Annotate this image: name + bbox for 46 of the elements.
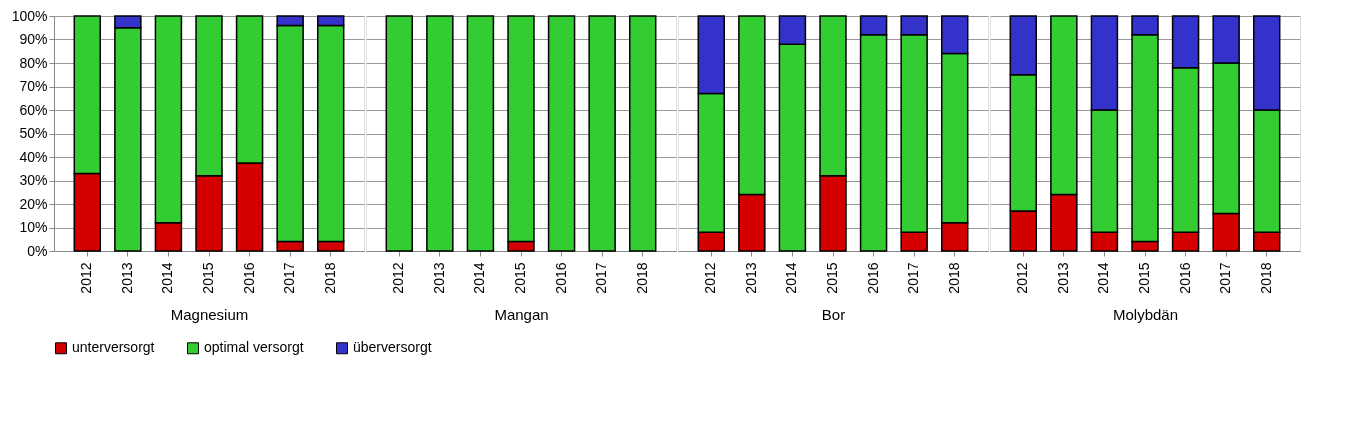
x-axis-title: Molybdän (1112, 305, 1179, 323)
x-tick-label: 2017 (281, 262, 298, 294)
y-tick-label: 80% (19, 54, 48, 71)
x-axis-title: Bor (821, 305, 846, 323)
x-tick-label: 2018 (321, 262, 338, 294)
y-tick-label: 50% (19, 125, 48, 141)
x-tick-label: 2017 (905, 262, 922, 294)
x-tick-label: 2014 (783, 262, 800, 294)
x-tick-label: 2018 (633, 262, 650, 294)
x-tick-label: 2016 (240, 262, 257, 294)
legend-label: überversorgt (353, 339, 432, 356)
y-tick-label: 100% (11, 7, 48, 24)
x-tick-label: 2013 (118, 262, 135, 294)
x-tick-label: 2014 (159, 262, 176, 294)
legend-label: unterversorgt (72, 339, 155, 356)
y-tick-label: 60% (19, 101, 48, 118)
x-tick-label: 2015 (1136, 262, 1152, 294)
x-tick-label: 2018 (945, 262, 962, 294)
x-tick-label: 2016 (864, 262, 881, 294)
x-tick-label: 2017 (593, 262, 610, 294)
x-tick-label: 2014 (1095, 262, 1112, 294)
y-tick-label: 40% (19, 148, 48, 165)
x-tick-label: 2016 (1176, 262, 1193, 294)
x-tick-label: 2012 (702, 262, 719, 294)
x-tick-label: 2013 (430, 262, 447, 294)
x-tick-label: 2012 (78, 262, 95, 294)
x-tick-label: 2013 (1054, 262, 1071, 294)
x-tick-label: 2015 (824, 262, 840, 294)
x-axis-title: Magnesium (170, 305, 249, 323)
y-tick-label: 20% (19, 195, 48, 212)
x-tick-label: 2012 (390, 262, 407, 294)
x-tick-label: 2017 (1217, 262, 1234, 294)
x-axis-title: Mangan (494, 305, 549, 323)
x-tick-label: 2013 (742, 262, 759, 294)
y-tick-label: 90% (19, 31, 48, 47)
x-tick-label: 2014 (471, 262, 488, 294)
y-tick-label: 0% (27, 242, 48, 259)
y-tick-label: 10% (19, 219, 48, 235)
x-tick-label: 2012 (1014, 262, 1031, 294)
legend-label: optimal versorgt (204, 339, 304, 356)
x-tick-label: 2015 (512, 262, 528, 294)
y-tick-label: 70% (19, 78, 48, 94)
x-tick-label: 2015 (200, 262, 216, 294)
y-tick-label: 30% (19, 172, 48, 188)
x-tick-label: 2018 (1257, 262, 1274, 294)
x-tick-label: 2016 (552, 262, 569, 294)
